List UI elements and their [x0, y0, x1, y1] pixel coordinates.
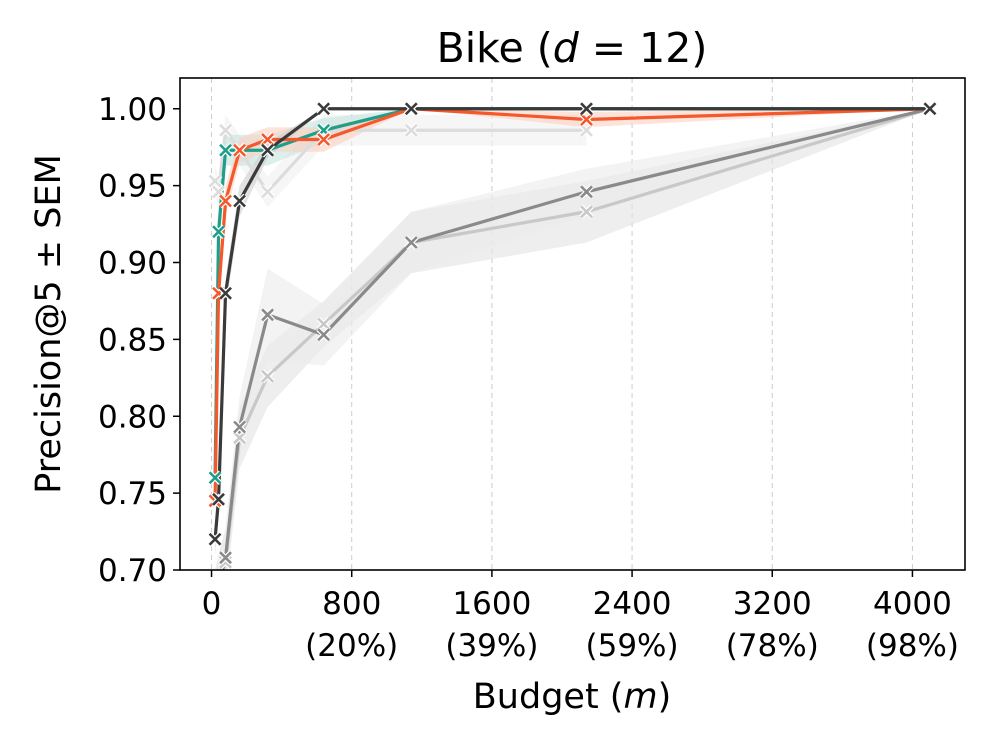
point-orange-2	[218, 193, 233, 209]
plot-frame	[179, 77, 966, 571]
point-gray-random-7	[579, 184, 594, 200]
point-gray-random-2	[218, 550, 233, 565]
x-tick-pct-2: (39%)	[445, 628, 538, 664]
point-dark-2	[218, 285, 233, 301]
x-axis: 0 800 (20%) 1600 (39%) 2400 (59%) 3200 (78%) 4000…	[202, 570, 959, 664]
x-tick-pct-5: (98%)	[866, 628, 959, 664]
x-tick-pct-1: (20%)	[305, 628, 398, 664]
point-teal-1	[211, 224, 226, 240]
y-tick-label-0: 0.70	[98, 553, 167, 589]
sem-bands	[215, 108, 930, 570]
y-tick-label-4: 0.90	[98, 246, 167, 282]
point-dark-3	[232, 193, 247, 209]
y-tick-label-3: 0.85	[98, 322, 167, 358]
band-gray-random	[215, 108, 930, 570]
point-light-gray-random-7	[579, 204, 594, 220]
point-teal-0	[207, 470, 223, 486]
point-orange-3	[232, 142, 247, 158]
point-teal-2	[218, 142, 233, 158]
y-tick-label-2: 0.80	[98, 399, 167, 435]
line-very-light-gray	[213, 128, 587, 194]
point-gray-random-4	[260, 307, 275, 323]
x-tick-label-1: 800	[322, 586, 381, 622]
y-tick-label-6: 1.00	[98, 92, 167, 128]
point-dark-7	[579, 101, 594, 117]
x-axis-label: Budget (m)	[473, 677, 671, 717]
point-gray-random-5	[316, 327, 331, 343]
point-orange-5	[316, 132, 331, 147]
x-tick-label-5: 4000	[873, 586, 952, 622]
x-tick-label-0: 0	[202, 586, 222, 622]
x-tick-pct-3: (59%)	[586, 628, 679, 664]
point-very-light-gray-2	[218, 123, 233, 138]
chart-title: Bike (d = 12)	[437, 24, 708, 72]
point-gray-random-6	[404, 235, 419, 250]
point-very-light-gray-0	[207, 173, 223, 189]
y-tick-label-1: 0.75	[98, 476, 167, 512]
point-gray-random-3	[232, 419, 247, 435]
point-dark-6	[404, 101, 419, 117]
y-axis: 0.70 0.75 0.80 0.85 0.90 0.95 1.00	[98, 92, 180, 589]
point-light-gray-random-4	[260, 369, 275, 384]
series-markers	[207, 101, 938, 570]
x-tick-label-2: 1600	[452, 586, 531, 622]
line-teal	[213, 107, 930, 478]
point-dark-0	[207, 531, 223, 547]
point-dark-4	[260, 142, 275, 158]
y-tick-label-5: 0.95	[98, 169, 167, 205]
point-dark-1	[211, 492, 226, 507]
point-very-light-gray-6	[404, 123, 419, 138]
point-very-light-gray-4	[260, 184, 275, 200]
y-axis-label: Precision@5 ± SEM	[29, 154, 69, 494]
x-tick-label-3: 2400	[593, 586, 672, 622]
point-dark-8	[922, 101, 938, 117]
point-dark-5	[316, 101, 331, 117]
band-orange	[215, 108, 930, 532]
x-tick-pct-4: (78%)	[726, 628, 819, 664]
x-tick-label-4: 3200	[733, 586, 812, 622]
